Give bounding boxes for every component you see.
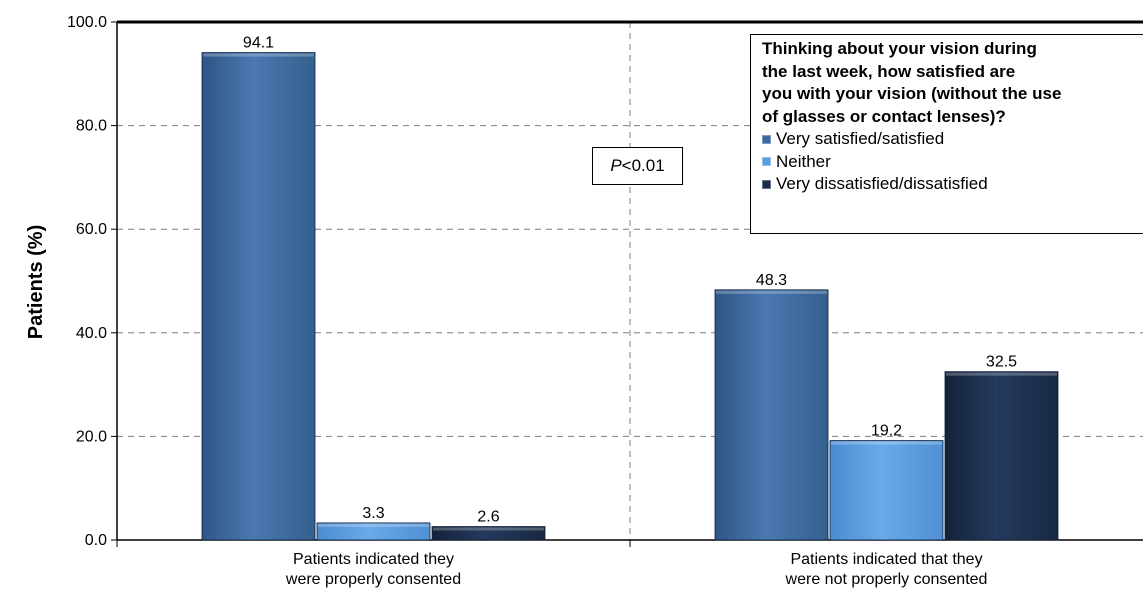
bars bbox=[201, 52, 1059, 541]
bar-highlight bbox=[318, 523, 429, 527]
legend-swatch bbox=[762, 134, 771, 144]
bar-very-satisfied-satisfied bbox=[201, 52, 316, 541]
y-tick-label: 100.0 bbox=[67, 14, 107, 31]
p-value-rest: <0.01 bbox=[621, 156, 665, 175]
bar-highlight bbox=[831, 441, 942, 445]
legend-title: Thinking about your vision during the la… bbox=[762, 38, 1143, 128]
legend-item-neither: Neither bbox=[762, 151, 1143, 174]
data-label: 48.3 bbox=[756, 272, 787, 289]
bar-highlight bbox=[716, 290, 827, 294]
bar-very-dissatisfied-dissatisfied bbox=[431, 526, 546, 541]
legend-title-line: of glasses or contact lenses)? bbox=[762, 106, 1006, 126]
data-label: 3.3 bbox=[362, 505, 384, 522]
data-label: 94.1 bbox=[243, 35, 274, 52]
legend-item-very-dissatisfied: Very dissatisfied/dissatisfied bbox=[762, 173, 1143, 196]
bar-highlight bbox=[433, 527, 544, 531]
p-value-annotation: P <0.01 bbox=[592, 147, 683, 185]
y-axis-title: Patients (%) bbox=[25, 225, 47, 339]
legend-label: Very satisfied/satisfied bbox=[776, 129, 945, 148]
x-category-label: Patients indicated they bbox=[293, 551, 454, 568]
x-category-label: Patients indicated that they bbox=[790, 551, 982, 568]
bar-very-satisfied-satisfied bbox=[714, 289, 829, 541]
bar-neither bbox=[316, 522, 431, 541]
legend-label: Neither bbox=[776, 151, 831, 171]
legend: Thinking about your vision during the la… bbox=[750, 34, 1143, 234]
bar-neither bbox=[829, 440, 944, 541]
data-label: 32.5 bbox=[986, 354, 1017, 371]
p-value-italic: P bbox=[610, 156, 622, 175]
y-tick-label: 0.0 bbox=[85, 532, 107, 549]
legend-swatch bbox=[762, 179, 771, 189]
y-tick-label: 80.0 bbox=[76, 118, 107, 135]
legend-title-line: you with your vision (without the use bbox=[762, 84, 1062, 103]
legend-label: Very dissatisfied/dissatisfied bbox=[776, 174, 988, 193]
x-category-label: were not properly consented bbox=[785, 571, 988, 588]
data-label: 2.6 bbox=[477, 509, 499, 526]
bar-very-dissatisfied-dissatisfied bbox=[944, 371, 1059, 541]
y-tick-label: 40.0 bbox=[76, 325, 107, 342]
x-category-label: were properly consented bbox=[285, 571, 461, 588]
legend-title-line: Thinking about your vision during bbox=[762, 39, 1037, 58]
labels: 0.0 20.0 40.0 60.0 80.0 100.0 94.1 3.3 2.6 Patien… bbox=[67, 14, 1017, 588]
bar-highlight bbox=[203, 53, 314, 57]
legend-swatch bbox=[762, 157, 771, 167]
bar-highlight bbox=[946, 372, 1057, 376]
y-tick-label: 60.0 bbox=[76, 221, 107, 238]
y-tick-label: 20.0 bbox=[76, 428, 107, 445]
legend-title-line: the last week, how satisfied are bbox=[762, 61, 1016, 81]
legend-item-very-satisfied: Very satisfied/satisfied bbox=[762, 128, 1143, 151]
data-label: 19.2 bbox=[871, 423, 902, 440]
